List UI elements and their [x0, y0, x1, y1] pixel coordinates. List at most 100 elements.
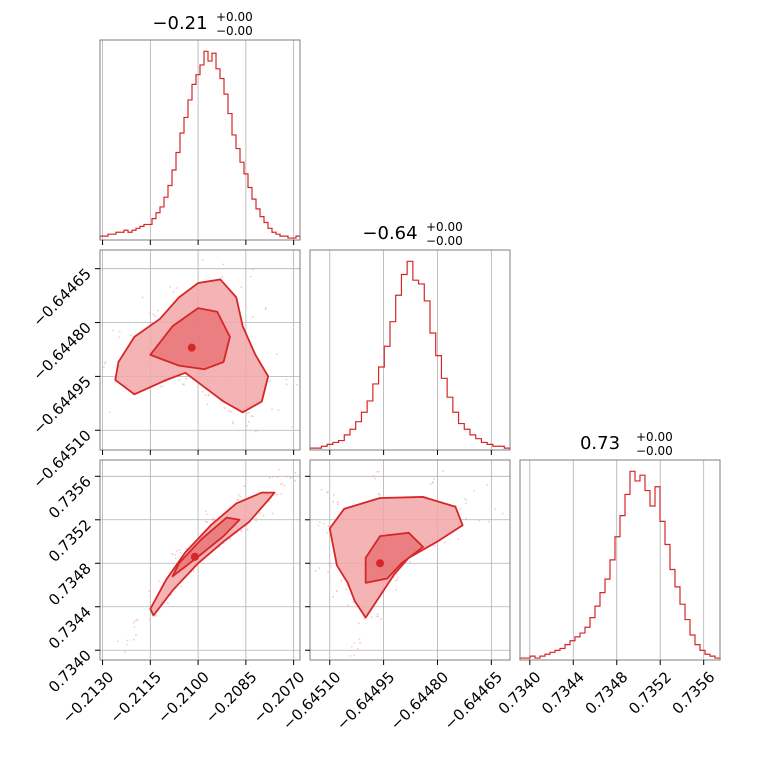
joint-2-3-sample-point [465, 499, 468, 501]
joint-1-3-mode [190, 552, 199, 561]
hist-2-title-upper-error: +0.00 [426, 220, 463, 234]
joint-1-3-sample-point [259, 512, 262, 514]
joint-2-3-sample-point [318, 567, 321, 569]
joint-1-3-xtick-label-2: −0.2100 [154, 668, 213, 727]
hist-2-grid [329, 250, 492, 450]
joint-1-3-sample-point [211, 518, 213, 521]
joint-1-3-sample-point [281, 482, 284, 485]
joint-1-2-sample-point [154, 315, 156, 318]
joint-1-2-sample-point [221, 276, 223, 278]
hist-2-title: −0.64 [362, 223, 417, 244]
joint-1-2-sample-point [277, 409, 280, 411]
joint-1-2-sample-point [172, 290, 175, 293]
joint-2-3-sample-point [358, 638, 361, 641]
joint-1-2-sample-point [251, 415, 254, 418]
joint-2-3-sample-point [501, 512, 504, 515]
joint-1-2-sample-point [185, 377, 187, 380]
joint-2-3-sample-point [356, 648, 359, 650]
joint-1-2-sample-point [232, 422, 234, 425]
joint-2-3-sample-point [318, 521, 321, 524]
joint-2-3-sample-point [317, 524, 320, 527]
joint-1-2-sample-point [181, 383, 184, 386]
joint-1-3-sample-point [277, 476, 279, 479]
joint-1-2-sample-point [247, 421, 250, 423]
joint-1-3-sample-point [262, 515, 265, 517]
joint-2-3-sample-point [494, 508, 497, 510]
joint-2-3-sample-point [330, 565, 332, 568]
joint-1-3-ytick-label-2: 0.7348 [45, 559, 95, 609]
joint-1-2-sample-point [240, 286, 243, 289]
joint-1-2-sample-point [118, 330, 121, 333]
joint-2-3-sample-point [459, 507, 461, 510]
joint-2-3-sample-point [332, 595, 334, 598]
joint-2-3-sample-point [465, 518, 468, 520]
joint-1-2-sample-point [102, 366, 105, 369]
joint-1-2-sample-point [222, 263, 225, 266]
joint-1-2-sample-point [285, 383, 288, 386]
joint-1-3-sample-point [229, 537, 231, 540]
hist-2-title-lower-error: −0.00 [426, 234, 463, 248]
joint-1-2-sample-point [227, 409, 230, 412]
hist-1-grid [102, 40, 295, 240]
joint-2-3-sample-point [358, 622, 360, 625]
joint-1-3-xtick-label-1: −0.2115 [106, 668, 165, 727]
joint-1-2-sample-point [254, 430, 257, 433]
hist-1-title: −0.21 [152, 13, 207, 34]
joint-1-3-sample-point [116, 640, 119, 643]
joint-1-3-sample-point [243, 485, 246, 488]
joint-1-2-sample-point [159, 386, 162, 388]
joint-1-3-sample-point [126, 639, 129, 642]
joint-1-3-sample-point [276, 493, 279, 496]
joint-2-3-sample-point [473, 489, 475, 492]
joint-1-3-sample-point [204, 510, 207, 513]
joint-1-3-sample-point [255, 517, 257, 520]
joint-1-3-contour-outer [149, 491, 276, 617]
joint-2-3-sample-point [433, 545, 436, 547]
joint-1-3-sample-point [133, 626, 136, 629]
joint-1-2-sample-point [161, 385, 164, 388]
joint-1-3-sample-point [278, 468, 280, 471]
joint-2-3-sample-point [326, 531, 329, 534]
joint-2-3-sample-point [329, 562, 332, 565]
joint-1-3-sample-point [271, 512, 274, 515]
joint-1-2-sample-point [271, 408, 273, 411]
hist-1-step [99, 50, 301, 240]
joint-2-3-sample-point [395, 589, 398, 591]
joint-2-3-sample-point [350, 645, 353, 648]
joint-2-3-sample-point [327, 571, 329, 574]
hist-3-step [519, 470, 721, 660]
joint-1-3-sample-point [167, 602, 169, 604]
joint-2-3-sample-point [487, 520, 490, 523]
joint-2-3-sample-point [376, 470, 379, 473]
joint-1-3-sample-point [280, 493, 283, 496]
joint-2-3-sample-point [314, 569, 317, 572]
joint-1-3-sample-point [212, 517, 215, 520]
joint-1-2-sample-point [223, 407, 226, 409]
joint-2-3-sample-point [486, 483, 489, 486]
joint-1-2-sample-point [264, 307, 267, 310]
hist-3-xtick-label-3: 0.7352 [625, 668, 675, 718]
joint-2-3-sample-point [353, 654, 355, 657]
joint-2-3-sample-point [378, 470, 381, 473]
joint-1-3-sample-point [126, 643, 128, 646]
hist-2-step [309, 260, 511, 450]
joint-1-3-sample-point [239, 495, 242, 498]
joint-2-3-sample-point [323, 522, 326, 525]
joint-1-2-sample-point [291, 425, 293, 428]
joint-1-3-sample-point [157, 580, 160, 583]
joint-2-3-sample-point [409, 560, 411, 563]
joint-2-3-sample-point [349, 654, 352, 657]
joint-2-3-sample-point [363, 617, 366, 620]
joint-1-2-sample-point [230, 410, 232, 413]
joint-1-3-sample-point [206, 521, 209, 524]
joint-2-3-sample-point [377, 492, 380, 495]
joint-2-3-mode [376, 559, 385, 568]
joint-1-3-sample-point [241, 529, 243, 532]
joint-2-3-sample-point [340, 579, 343, 582]
joint-1-3-sample-point [132, 638, 135, 641]
joint-1-2-sample-point [201, 259, 204, 261]
joint-1-2-mode [187, 343, 196, 352]
joint-1-3-grid [100, 460, 300, 660]
joint-1-3-sample-point [123, 651, 126, 654]
